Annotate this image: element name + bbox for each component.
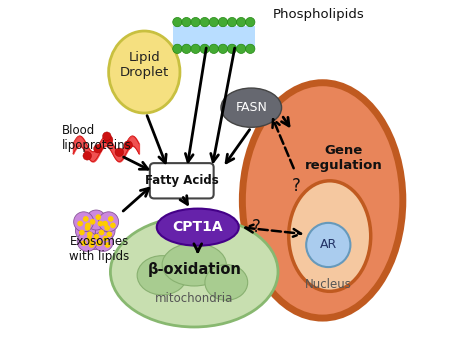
Circle shape	[124, 141, 133, 149]
Text: Fatty Acids: Fatty Acids	[145, 174, 219, 187]
Circle shape	[96, 240, 101, 246]
Circle shape	[75, 221, 95, 241]
Circle shape	[89, 242, 94, 248]
Circle shape	[182, 44, 191, 53]
Circle shape	[173, 44, 182, 53]
Circle shape	[107, 231, 112, 237]
Circle shape	[209, 44, 219, 53]
Circle shape	[88, 238, 94, 244]
Text: Lipid
Droplet: Lipid Droplet	[119, 51, 169, 79]
Circle shape	[237, 18, 246, 27]
Text: β-oxidation: β-oxidation	[147, 262, 241, 277]
Ellipse shape	[157, 209, 239, 246]
Text: CPT1A: CPT1A	[173, 220, 223, 234]
Circle shape	[104, 135, 113, 144]
Circle shape	[219, 44, 228, 53]
Circle shape	[93, 231, 113, 251]
Circle shape	[200, 18, 210, 27]
Circle shape	[94, 234, 100, 240]
Circle shape	[191, 44, 200, 53]
Circle shape	[94, 144, 102, 153]
Circle shape	[209, 18, 219, 27]
Circle shape	[85, 225, 91, 231]
Circle shape	[246, 18, 255, 27]
Circle shape	[108, 216, 114, 222]
Circle shape	[90, 219, 95, 225]
Circle shape	[79, 229, 85, 235]
Circle shape	[306, 223, 350, 267]
Circle shape	[228, 44, 237, 53]
Text: ?: ?	[292, 177, 300, 195]
Circle shape	[86, 210, 106, 230]
Circle shape	[77, 231, 97, 251]
Circle shape	[97, 240, 102, 246]
Circle shape	[228, 18, 237, 27]
Text: Blood
lipoproteins: Blood lipoproteins	[62, 124, 132, 152]
Text: mitochondria: mitochondria	[155, 292, 233, 305]
Circle shape	[95, 221, 115, 241]
Circle shape	[99, 212, 118, 232]
Ellipse shape	[289, 181, 371, 291]
Text: AR: AR	[319, 238, 337, 251]
Circle shape	[102, 236, 108, 241]
Circle shape	[81, 240, 87, 246]
Circle shape	[98, 221, 103, 226]
Circle shape	[83, 151, 91, 160]
Circle shape	[115, 148, 124, 156]
Circle shape	[77, 221, 83, 226]
Bar	[173, 26, 255, 49]
Ellipse shape	[205, 265, 248, 300]
Circle shape	[104, 225, 110, 231]
Circle shape	[173, 18, 182, 27]
Text: Nucleus: Nucleus	[304, 278, 351, 291]
Ellipse shape	[162, 243, 226, 286]
Text: Phospholipids: Phospholipids	[273, 9, 365, 21]
Circle shape	[87, 231, 92, 237]
Circle shape	[87, 236, 92, 241]
Circle shape	[200, 44, 210, 53]
Circle shape	[83, 216, 89, 222]
Circle shape	[99, 229, 104, 235]
Text: FASN: FASN	[235, 101, 267, 114]
Circle shape	[95, 214, 101, 220]
Circle shape	[110, 223, 116, 228]
Circle shape	[219, 18, 228, 27]
Circle shape	[102, 132, 111, 140]
Circle shape	[182, 18, 191, 27]
Ellipse shape	[109, 31, 180, 113]
Text: Gene
regulation: Gene regulation	[305, 144, 383, 171]
Circle shape	[85, 223, 91, 228]
Ellipse shape	[110, 217, 278, 327]
Circle shape	[102, 221, 108, 226]
Circle shape	[84, 229, 104, 250]
Text: ?: ?	[252, 218, 261, 236]
Ellipse shape	[137, 256, 187, 295]
Ellipse shape	[221, 88, 282, 127]
Text: Exosomes
with lipids: Exosomes with lipids	[69, 234, 130, 262]
FancyBboxPatch shape	[150, 163, 214, 198]
Ellipse shape	[242, 83, 403, 318]
Circle shape	[105, 242, 110, 248]
Circle shape	[191, 18, 200, 27]
Circle shape	[246, 44, 255, 53]
Circle shape	[237, 44, 246, 53]
Circle shape	[73, 212, 94, 232]
